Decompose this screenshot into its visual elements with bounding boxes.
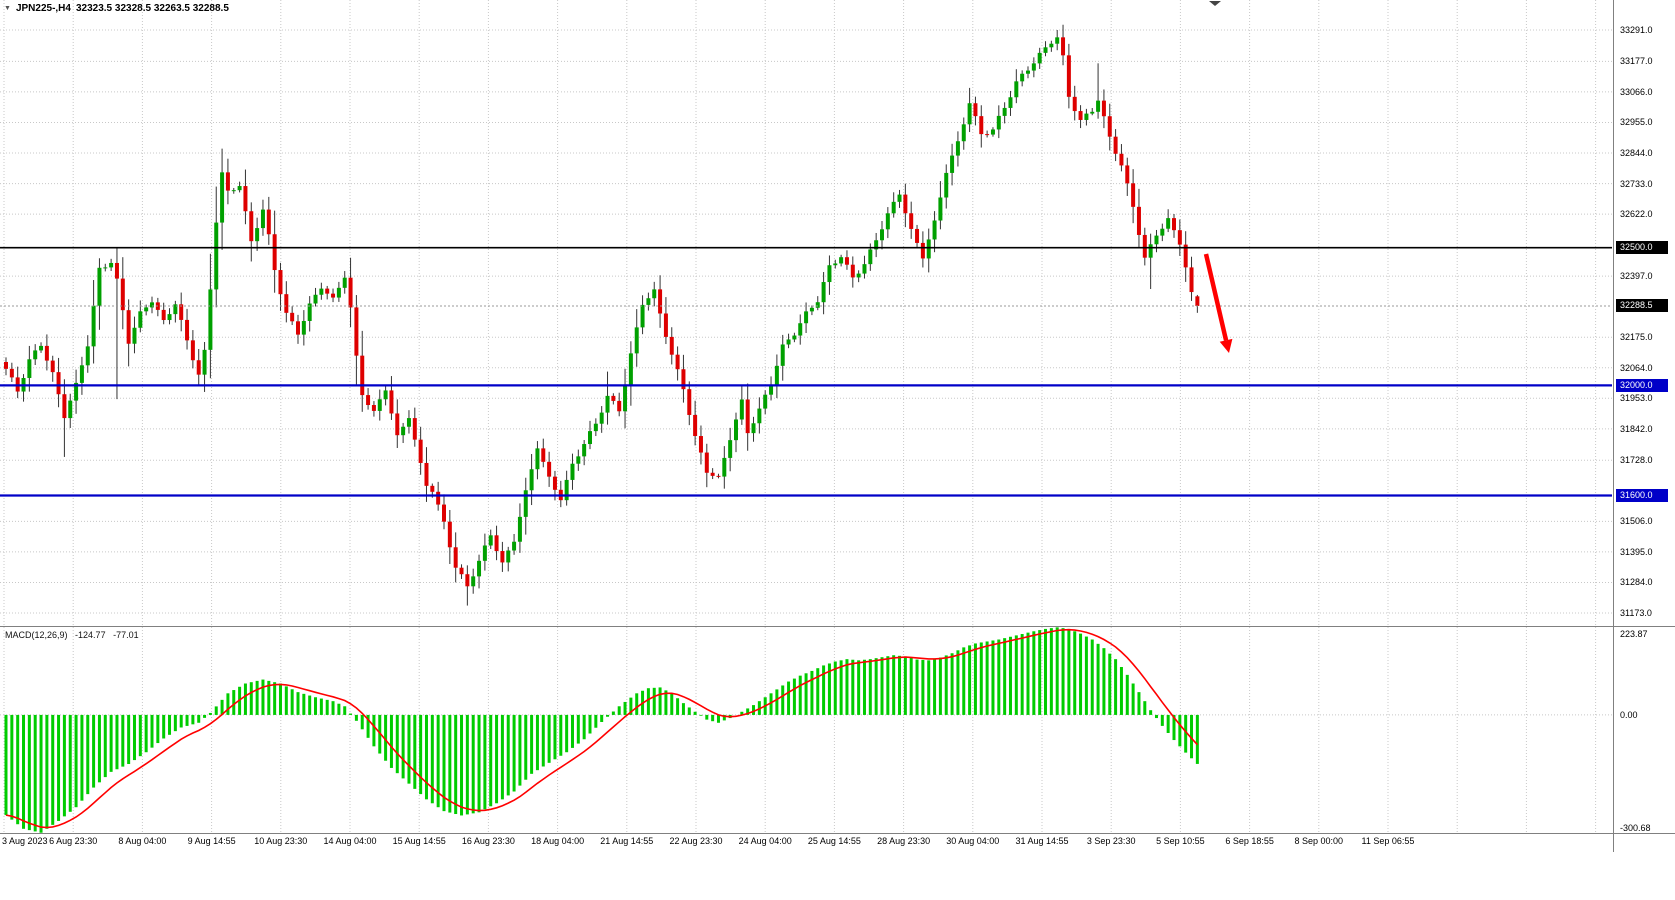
time-tick-label: 3 Sep 23:30 [1086,836,1136,846]
grid-lines [0,0,1612,833]
price-line-tag: 32500.0 [1616,241,1668,255]
time-tick-label: 24 Aug 04:00 [738,836,792,846]
time-tick-label: 22 Aug 23:30 [669,836,723,846]
time-tick-label: 6 Aug 23:30 [49,836,98,846]
macd-signal-value: -77.01 [113,630,139,640]
price-tick-label: 32397.0 [1620,271,1653,282]
time-tick-label: 16 Aug 23:30 [461,836,515,846]
symbol-timeframe-text: JPN225-,H4 [15,3,71,14]
time-tick-label: 21 Aug 14:55 [600,836,654,846]
time-tick-label: 3 Aug 2023 [2,836,48,846]
macd-zero-label: 0.00 [1620,709,1638,720]
price-tick-label: 32733.0 [1620,178,1653,189]
price-axis[interactable]: 33291.0 33177.0 33066.0 32955.0 32844.0 32733… [1616,0,1675,900]
price-tick-label: 31728.0 [1620,455,1653,466]
time-tick-label: 14 Aug 04:00 [323,836,377,846]
symbol-marker-icon[interactable]: ▼ [4,4,11,12]
macd-max-label: 223.87 [1620,629,1648,639]
price-tick-label: 33291.0 [1620,25,1653,35]
price-line-tag: 31600.0 [1616,488,1668,502]
time-tick-label: 9 Aug 14:55 [187,836,236,846]
price-tick-label: 31173.0 [1620,608,1652,618]
time-tick-label: 11 Sep 06:55 [1361,836,1415,846]
price-tick-label: 32175.0 [1620,332,1653,343]
time-tick-label: 8 Sep 00:00 [1294,836,1344,846]
time-tick-label: 18 Aug 04:00 [531,836,585,846]
price-tick-label: 32622.0 [1620,209,1653,220]
price-tick-label: 33177.0 [1620,56,1653,67]
macd-signal-line [5,628,1198,829]
trend-arrow-annotation[interactable] [1203,253,1233,353]
time-tick-label: 8 Aug 04:00 [118,836,167,846]
candlesticks [4,24,1200,606]
symbol-ohlc-label: ▼ JPN225-,H4 32323.5 32328.5 32263.5 322… [4,3,229,14]
time-tick-label: 30 Aug 04:00 [946,836,1000,846]
time-tick-label: 15 Aug 14:55 [392,836,446,846]
time-tick-label: 31 Aug 14:55 [1015,836,1069,846]
price-tick-label: 31395.0 [1620,546,1653,557]
time-tick-label: 5 Sep 10:55 [1156,836,1205,846]
chart-shift-marker[interactable] [1209,1,1221,6]
macd-histogram [4,627,1199,833]
price-tick-label: 31506.0 [1620,516,1653,527]
macd-value: -124.77 [75,630,106,640]
macd-min-label: -300.68 [1620,823,1651,833]
time-tick-label: 6 Sep 18:55 [1225,836,1274,846]
macd-name: MACD(12,26,9) [5,630,68,640]
price-tick-label: 31284.0 [1620,577,1653,588]
time-axis[interactable]: 3 Aug 2023 6 Aug 23:30 8 Aug 04:00 9 Aug 14… [0,836,1612,852]
price-tick-label: 33066.0 [1620,86,1653,97]
price-tick-label: 31953.0 [1620,393,1653,404]
macd-indicator-label: MACD(12,26,9) -124.77 -77.01 [5,630,144,640]
time-tick-label: 10 Aug 23:30 [254,836,308,846]
time-tick-label: 25 Aug 14:55 [807,836,861,846]
price-lines-layer [0,246,1612,497]
price-tick-label: 32064.0 [1620,362,1653,373]
price-tick-label: 32844.0 [1620,148,1653,159]
price-line-tag: 32000.0 [1616,378,1668,392]
price-tick-label: 32955.0 [1620,117,1653,128]
price-tick-label: 31842.0 [1620,423,1653,434]
time-tick-label: 28 Aug 23:30 [877,836,931,846]
ohlc-readout: 32323.5 32328.5 32263.5 32288.5 [75,3,229,14]
panel-separators [0,0,1675,852]
current-price-tag: 32288.5 [1616,299,1668,313]
